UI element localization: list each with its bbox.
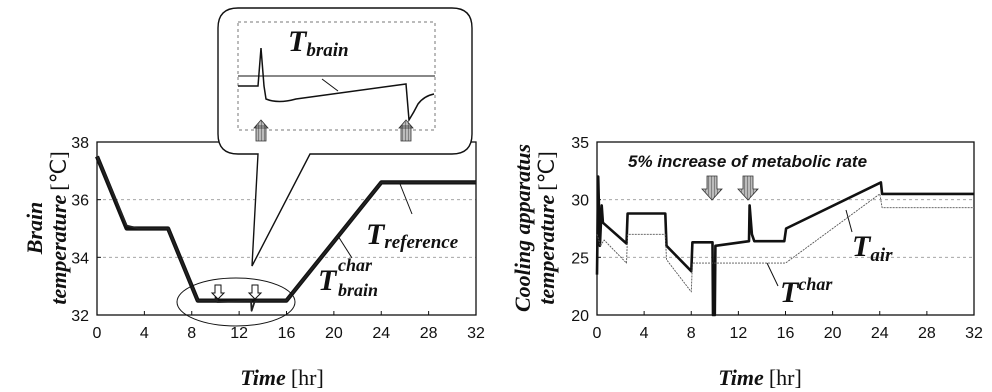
y-tick-label: 32 bbox=[71, 308, 89, 325]
x-tick-label: 0 bbox=[593, 325, 602, 342]
inset-brain-trace bbox=[238, 47, 435, 123]
x-tick-label: 16 bbox=[777, 325, 795, 342]
t-reference-label: Treference bbox=[366, 218, 459, 253]
x-tick-label: 4 bbox=[140, 325, 149, 342]
cooling-chart-gridlines bbox=[597, 199, 974, 258]
cooling-x-axis-unit: [hr] bbox=[769, 365, 802, 390]
t-char-main: T bbox=[780, 276, 800, 309]
x-tick-label: 32 bbox=[467, 325, 485, 342]
inset-label-leader bbox=[321, 78, 339, 92]
metabolic-arrow-1 bbox=[701, 175, 723, 201]
t-brain-char-main: T bbox=[318, 264, 338, 297]
x-tick-label: 0 bbox=[93, 325, 102, 342]
x-tick-label: 8 bbox=[187, 325, 196, 342]
x-tick-label: 24 bbox=[372, 325, 390, 342]
t-air-main: T bbox=[852, 230, 872, 263]
x-tick-label: 24 bbox=[871, 325, 889, 342]
inset-t-brain-sub: brain bbox=[306, 40, 348, 61]
t-char-label: Tchar bbox=[780, 274, 833, 309]
brain-x-axis-unit: [hr] bbox=[291, 365, 324, 390]
brain-chart-series bbox=[95, 155, 476, 312]
brain-temperature-chart: 32 34 36 38 0 4 8 12 16 20 24 28 32 Brain temperatur… bbox=[22, 135, 485, 390]
brain-y-axis-title: Brain temperature [℃] bbox=[22, 151, 71, 304]
metabolic-arrow-2 bbox=[737, 175, 759, 201]
brain-y-axis-label-line1: Brain bbox=[22, 202, 47, 256]
series-line bbox=[595, 175, 974, 317]
inset-plot-frame bbox=[237, 21, 436, 131]
y-tick-label: 25 bbox=[571, 250, 589, 267]
inset-callout-outline bbox=[217, 7, 473, 267]
x-tick-label: 28 bbox=[420, 325, 438, 342]
inset-event-arrow-2 bbox=[398, 119, 414, 142]
y-tick-label: 36 bbox=[71, 193, 89, 210]
brain-chart-ticks: 32 34 36 38 0 4 8 12 16 20 24 28 32 bbox=[71, 135, 485, 342]
y-tick-label: 38 bbox=[71, 135, 89, 152]
x-tick-label: 8 bbox=[687, 325, 696, 342]
x-tick-label: 20 bbox=[824, 325, 842, 342]
x-tick-label: 12 bbox=[729, 325, 747, 342]
brain-y-axis-label-line2-group: temperature [℃] bbox=[46, 151, 71, 304]
metabolic-rate-annotation: 5% increase of metabolic rate bbox=[628, 152, 867, 171]
x-tick-label: 4 bbox=[640, 325, 649, 342]
cooling-y-axis-label-line2: temperature bbox=[534, 194, 559, 304]
series-line bbox=[96, 156, 476, 312]
inset-t-brain-label: Tbrain bbox=[288, 25, 349, 61]
brain-x-axis-label: Time bbox=[240, 365, 286, 390]
t-air-leader bbox=[845, 209, 853, 233]
cooling-y-axis-unit: [℃] bbox=[534, 151, 559, 190]
brain-y-axis-unit: [℃] bbox=[46, 151, 71, 190]
y-tick-label: 30 bbox=[571, 193, 589, 210]
brain-y-axis-label-line2: temperature bbox=[46, 194, 71, 304]
t-brain-char-leader bbox=[337, 235, 353, 259]
cooling-y-axis-title: Cooling apparatus temperature [℃] bbox=[510, 144, 559, 312]
inset-t-brain-main: T bbox=[288, 25, 308, 58]
t-reference-sub: reference bbox=[384, 232, 458, 253]
brain-x-axis-title: Time [hr] bbox=[240, 365, 324, 390]
y-tick-label: 20 bbox=[571, 308, 589, 325]
t-char-sup: char bbox=[798, 274, 833, 294]
x-tick-label: 20 bbox=[325, 325, 343, 342]
y-tick-label: 35 bbox=[571, 135, 589, 152]
y-tick-label: 34 bbox=[71, 250, 89, 267]
cooling-x-axis-title: Time [hr] bbox=[718, 365, 802, 390]
t-reference-leader bbox=[399, 183, 413, 215]
t-air-sub: air bbox=[870, 245, 893, 266]
cooling-chart-series bbox=[595, 175, 974, 317]
x-tick-label: 12 bbox=[230, 325, 248, 342]
inset-marker-arrow-1 bbox=[210, 284, 226, 300]
t-brain-char-sub: brain bbox=[338, 280, 378, 300]
cooling-chart-ticks: 20 25 30 35 0 4 8 12 16 20 24 28 32 bbox=[571, 135, 983, 342]
inset-marker-arrow-2 bbox=[247, 284, 263, 300]
inset-zoom: Tbrain bbox=[217, 7, 473, 267]
x-tick-label: 32 bbox=[965, 325, 983, 342]
inset-event-arrow-1 bbox=[253, 119, 269, 142]
cooling-y-axis-label-line2-group: temperature [℃] bbox=[534, 151, 559, 304]
cooling-temperature-chart: 20 25 30 35 0 4 8 12 16 20 24 28 32 5% increase of m… bbox=[510, 135, 983, 390]
x-tick-label: 16 bbox=[278, 325, 296, 342]
t-reference-main: T bbox=[366, 218, 386, 251]
cooling-x-axis-label: Time bbox=[718, 365, 764, 390]
x-tick-label: 28 bbox=[918, 325, 936, 342]
t-air-label: Tair bbox=[852, 230, 893, 266]
t-char-leader bbox=[766, 262, 779, 287]
t-brain-char-sup: char bbox=[338, 255, 373, 275]
zoom-region-ellipse bbox=[176, 277, 296, 327]
series-line bbox=[596, 193, 974, 293]
cooling-y-axis-label-line1: Cooling apparatus bbox=[510, 144, 535, 312]
